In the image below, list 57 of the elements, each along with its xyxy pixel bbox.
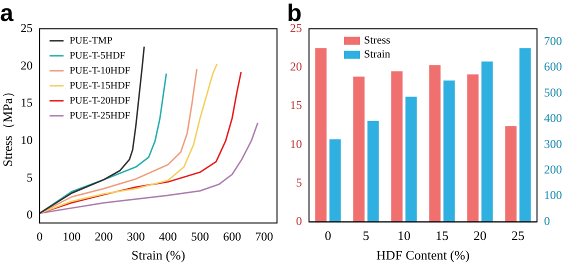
y2-tick-label: 700	[544, 34, 562, 48]
legend-label: Strain	[364, 48, 391, 61]
x-tick-label: 100	[62, 229, 81, 244]
x-tick-label: 20	[474, 228, 486, 244]
legend-label: PUE-TMP	[70, 35, 113, 46]
y-tick-label: 15	[290, 98, 302, 112]
x-tick-label: 200	[94, 229, 113, 244]
x-tick-label: 0	[324, 228, 332, 244]
y-tick-label: 0	[26, 208, 33, 222]
x-tick-label: 15	[436, 228, 448, 244]
y-tick-label: 10	[20, 132, 33, 147]
y2-tick-label: 200	[544, 162, 562, 176]
legend-label: PUE-T-15HDF	[70, 80, 131, 92]
y-tick-label: 5	[296, 175, 302, 190]
legend-label: Stress	[364, 34, 390, 47]
chart-title: a	[0, 0, 14, 28]
x-tick-label: 500	[191, 229, 210, 244]
x-tick-label: 300	[126, 229, 145, 244]
x-tick-label: 400	[158, 229, 177, 244]
y-tick-label: 15	[20, 96, 33, 110]
x-tick-label: 25	[512, 228, 524, 244]
y-tick-label: 25	[20, 20, 33, 35]
bar	[467, 74, 479, 222]
y2-tick-label: 0	[544, 214, 550, 228]
legend-label: PUE-T-25HDF	[70, 110, 131, 122]
bar	[315, 48, 327, 222]
bar	[505, 126, 517, 222]
bar	[353, 76, 365, 222]
y2-tick-label: 300	[544, 136, 562, 151]
x-tick-label: 10	[398, 228, 410, 244]
bar	[519, 48, 531, 222]
y-axis-title: Stress（MPa）	[0, 85, 16, 167]
bar	[391, 71, 403, 222]
x-tick-label: 600	[223, 229, 242, 244]
legend-label: PUE-T-10HDF	[70, 65, 131, 76]
x-axis-title: HDF Content (%)	[376, 248, 470, 263]
x-tick-label: 0	[36, 229, 43, 244]
y2-tick-label: 100	[544, 188, 562, 202]
x-tick-label: 700	[255, 229, 274, 244]
y-tick-label: 20	[20, 58, 33, 72]
y-tick-label: 0	[296, 214, 302, 228]
x-axis-title: Strain (%)	[131, 248, 186, 263]
x-tick-label: 5	[362, 228, 370, 244]
y2-tick-label: 600	[544, 60, 562, 74]
y2-tick-label: 400	[544, 111, 562, 126]
legend-label: PUE-T-20HDF	[70, 95, 131, 106]
bar	[367, 120, 379, 222]
y2-tick-label: 500	[544, 85, 562, 100]
bar	[329, 139, 341, 222]
y-tick-label: 5	[26, 170, 33, 184]
bar	[405, 96, 417, 222]
bar	[429, 65, 441, 222]
y-tick-label: 20	[290, 60, 302, 74]
bar	[481, 61, 493, 222]
y-tick-label: 10	[290, 136, 302, 151]
legend-label: PUE-T-5HDF	[70, 50, 126, 62]
bar	[443, 80, 455, 222]
